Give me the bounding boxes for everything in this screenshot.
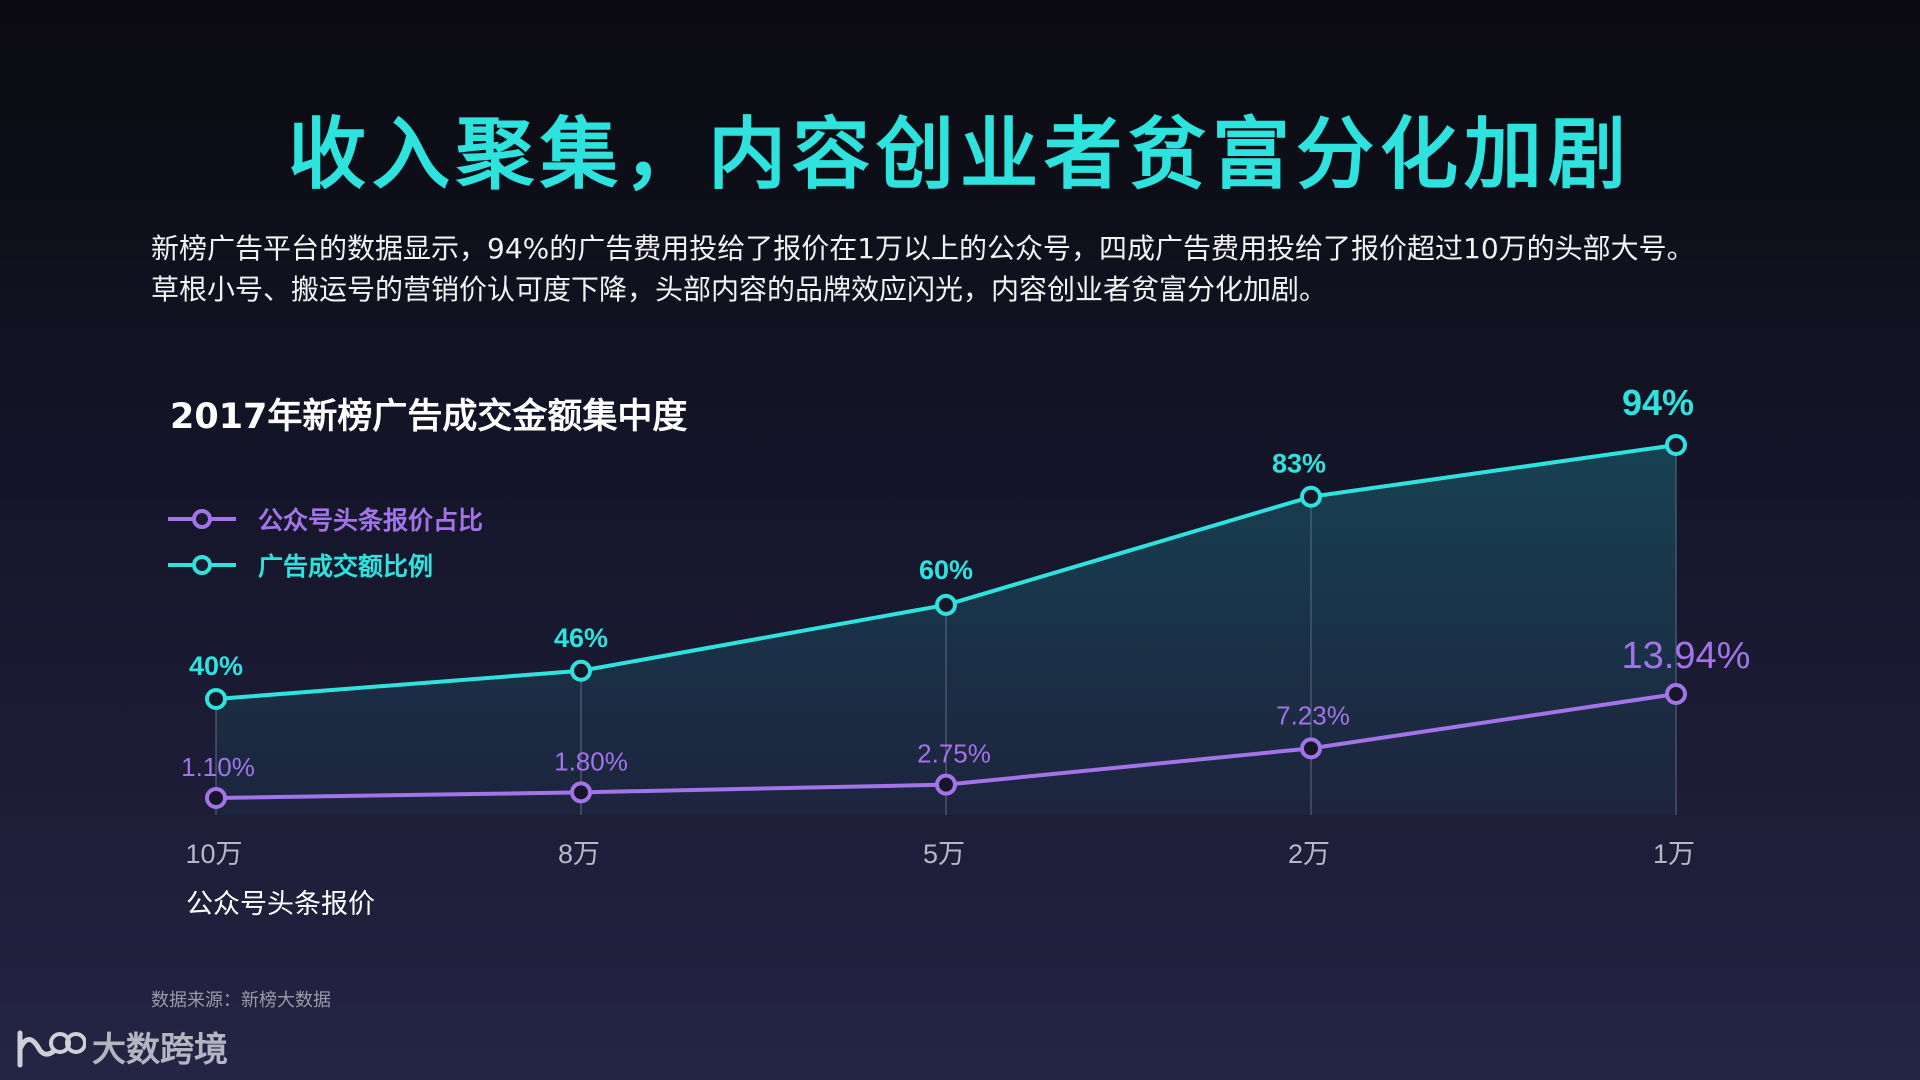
legend-marker-purple-icon <box>168 509 236 529</box>
data-point-purple <box>1300 737 1322 760</box>
data-label-cyan: 60% <box>919 555 973 585</box>
data-point-cyan <box>205 688 227 710</box>
logo-icon <box>17 1030 86 1067</box>
data-point-cyan <box>1665 434 1687 456</box>
legend-item-purple: 公众号头条报价占比 <box>168 496 483 542</box>
chart-title: 2017年新榜广告成交金额集中度 <box>170 397 688 437</box>
x-tick-label: 1万 <box>1653 839 1695 869</box>
data-label-cyan: 94% <box>1622 382 1694 423</box>
x-tick-label: 10万 <box>185 839 242 869</box>
data-label-purple: 1.80% <box>554 746 628 776</box>
data-label-purple: 13.94% <box>1622 635 1751 677</box>
data-point-purple <box>570 781 592 804</box>
data-point-cyan <box>1300 485 1322 508</box>
chart-legend: 公众号头条报价占比 广告成交额比例 <box>168 496 483 588</box>
legend-marker-cyan-icon <box>168 555 236 575</box>
x-tick-label: 8万 <box>558 839 600 869</box>
data-label-cyan: 40% <box>189 651 243 681</box>
x-tick-label: 5万 <box>923 839 965 869</box>
page-title: 收入聚集，内容创业者贫富分化加剧 <box>287 110 1632 200</box>
description-line-2: 草根小号、搬运号的营销价认可度下降，头部内容的品牌效应闪光，内容创业者贫富分化加… <box>151 273 1328 306</box>
data-point-cyan <box>935 593 957 616</box>
data-source: 数据来源：新榜大数据 <box>151 990 331 1011</box>
data-label-purple: 1.10% <box>181 752 255 782</box>
data-label-cyan: 83% <box>1272 449 1326 479</box>
x-axis-title: 公众号头条报价 <box>186 889 375 920</box>
legend-label-purple: 公众号头条报价占比 <box>258 506 484 535</box>
data-point-cyan <box>570 659 592 682</box>
data-label-purple: 7.23% <box>1276 700 1350 730</box>
data-point-purple <box>1665 683 1687 705</box>
logo-text: 大数跨境 <box>92 1030 228 1070</box>
legend-label-cyan: 广告成交额比例 <box>258 552 434 581</box>
data-label-cyan: 46% <box>554 623 608 653</box>
data-label-purple: 2.75% <box>917 739 991 769</box>
description-line-1: 新榜广告平台的数据显示，94%的广告费用投给了报价在1万以上的公众号，四成广告费… <box>151 232 1695 265</box>
description: 新榜广告平台的数据显示，94%的广告费用投给了报价在1万以上的公众号，四成广告费… <box>151 228 1695 310</box>
logo: 大数跨境 <box>14 1022 228 1071</box>
legend-item-cyan: 广告成交额比例 <box>168 542 483 588</box>
x-tick-label: 2万 <box>1288 839 1330 869</box>
data-point-purple <box>205 787 227 809</box>
data-point-purple <box>935 773 957 796</box>
